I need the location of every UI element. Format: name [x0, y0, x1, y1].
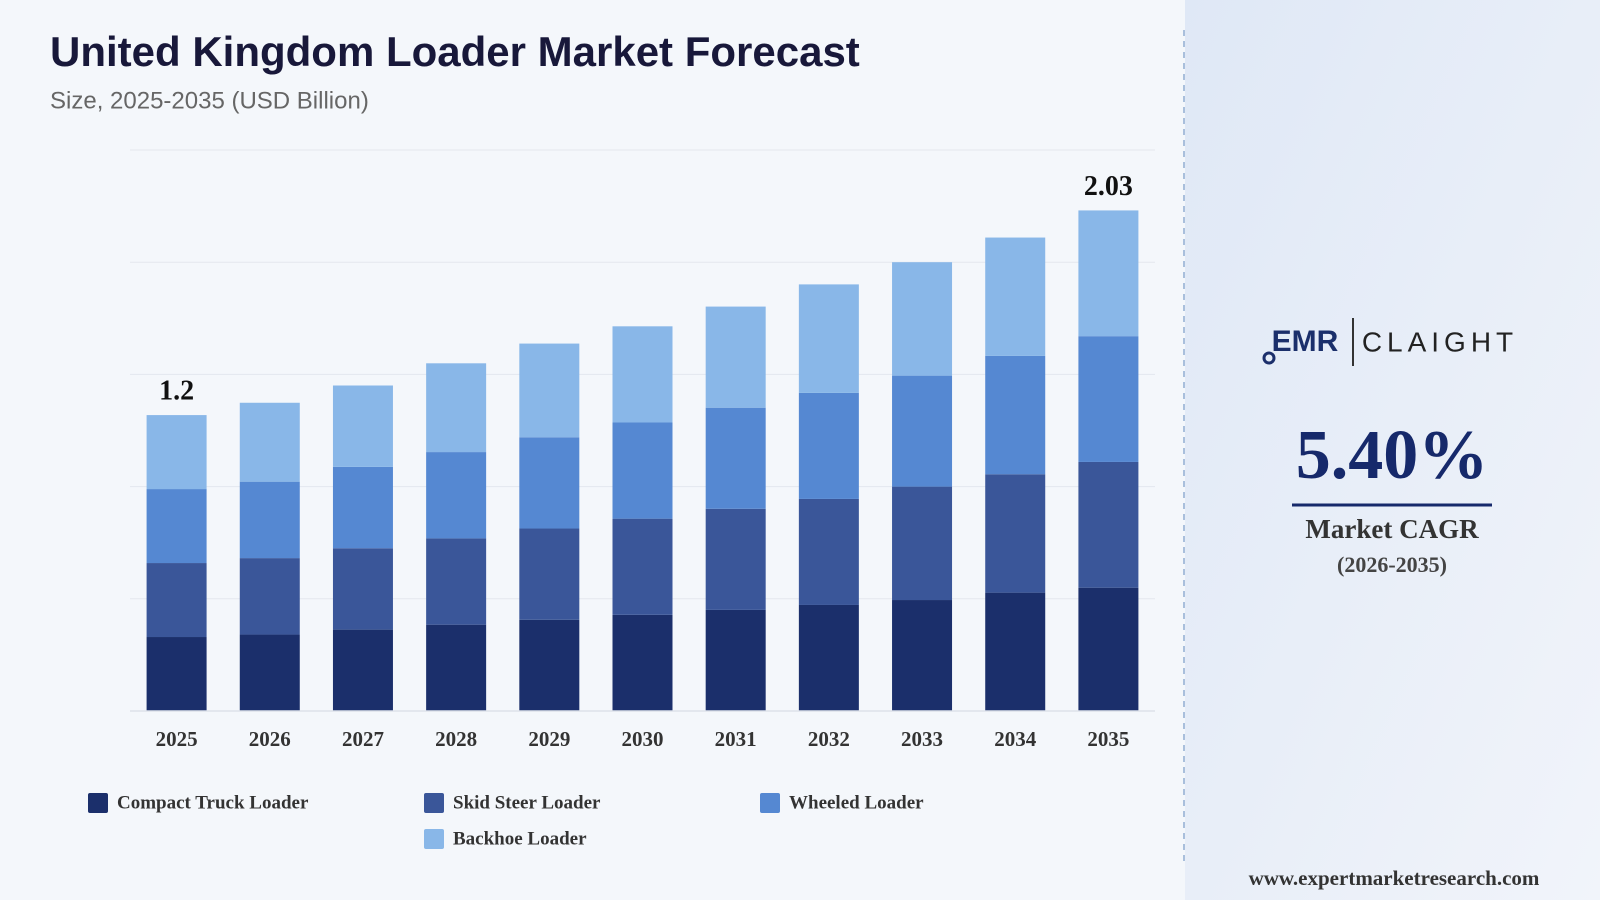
bar-segment [146, 489, 207, 564]
bar-segment [705, 407, 766, 509]
x-tick-label: 2035 [1087, 727, 1129, 751]
x-tick-label: 2034 [994, 727, 1037, 751]
bar-segment [612, 422, 673, 519]
bar-segment [705, 306, 766, 408]
bar-segment [1078, 336, 1139, 462]
logo-right: CLAIGHT [1362, 326, 1518, 357]
bar-segment [426, 452, 487, 539]
x-tick-label: 2027 [342, 727, 384, 751]
bar-segment [239, 558, 300, 635]
x-tick-label: 2031 [715, 727, 757, 751]
total-label: 1.2 [159, 376, 194, 407]
logo-mark [1262, 351, 1276, 365]
bar-segment [519, 619, 580, 711]
logo-left: EMR [1272, 325, 1339, 358]
bar-segment [798, 604, 859, 711]
x-tick-label: 2026 [249, 727, 291, 751]
bar-segment [612, 326, 673, 423]
legend-label: Skid Steer Loader [453, 792, 601, 813]
x-tick-label: 2028 [435, 727, 477, 751]
bar-segment [332, 385, 393, 467]
bar-segment [426, 538, 487, 625]
cagr-label: Market CAGR [1305, 514, 1479, 544]
legend-swatch [424, 793, 444, 813]
bar-segment [239, 481, 300, 559]
bar-segment [985, 592, 1046, 711]
legend-swatch [88, 793, 108, 813]
bar-segment [705, 609, 766, 711]
bar-segment [892, 375, 953, 487]
legend-label: Compact Truck Loader [117, 792, 309, 813]
plot: 2025 1.2 2026 2027 2028 2029 2030 2031 2032 2033 2… [88, 149, 1155, 849]
bar-segment [146, 563, 207, 638]
cagr-period: (2026-2035) [1337, 552, 1447, 577]
bar-segment [426, 624, 487, 711]
website: www.expertmarketresearch.com [1249, 866, 1540, 890]
bar-segment [426, 363, 487, 453]
bar-segment [892, 600, 953, 711]
bar-segment [332, 466, 393, 549]
side-panel [1185, 0, 1600, 900]
bar-segment [985, 355, 1046, 475]
bar-segment [1078, 587, 1139, 711]
bar-segment [985, 474, 1046, 593]
bar-segment [612, 518, 673, 615]
bar-segment [519, 528, 580, 620]
x-tick-label: 2030 [622, 727, 664, 751]
bar-segment [798, 498, 859, 605]
bar-segment [705, 508, 766, 610]
bar-segment [332, 548, 393, 630]
bar-segment [612, 614, 673, 711]
legend-swatch [760, 793, 780, 813]
bar-segment [1078, 210, 1139, 337]
legend-label: Backhoe Loader [453, 828, 587, 849]
legend-swatch [424, 829, 444, 849]
bar-segment [798, 392, 859, 499]
x-tick-label: 2025 [156, 727, 198, 751]
x-tick-label: 2029 [528, 727, 570, 751]
bar-segment [519, 343, 580, 438]
bar-segment [798, 284, 859, 393]
bar-segment [239, 402, 300, 482]
bar-segment [892, 262, 953, 376]
bar-segment [146, 637, 207, 711]
bar-segment [892, 486, 953, 601]
bar-segment [519, 437, 580, 529]
x-tick-label: 2033 [901, 727, 943, 751]
chart-title: United Kingdom Loader Market Forecast [50, 28, 860, 75]
chart-subtitle: Size, 2025-2035 (USD Billion) [50, 87, 369, 114]
bar-segment [239, 634, 300, 711]
total-label: 2.03 [1084, 171, 1133, 202]
bar-segment [146, 415, 207, 490]
bar-segment [1078, 461, 1139, 588]
x-tick-label: 2032 [808, 727, 850, 751]
bar-segment [332, 629, 393, 711]
cagr-value: 5.40% [1296, 417, 1489, 494]
legend-label: Wheeled Loader [789, 792, 924, 813]
bar-segment [985, 237, 1046, 356]
